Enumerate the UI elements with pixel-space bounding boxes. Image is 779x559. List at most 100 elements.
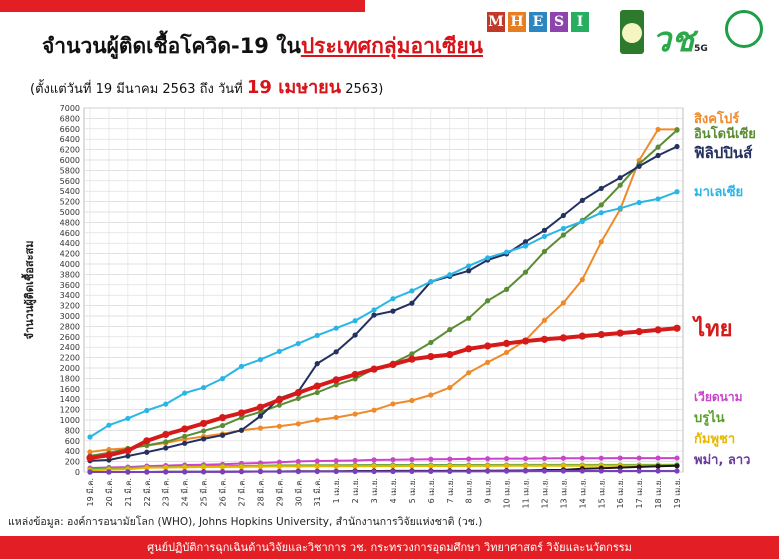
data-point	[314, 361, 320, 367]
data-point	[598, 455, 604, 461]
data-point	[521, 337, 530, 345]
data-point	[655, 144, 661, 150]
y-tick-label: 2400	[60, 343, 80, 352]
data-point	[201, 469, 207, 475]
data-point	[87, 434, 93, 440]
data-point	[655, 152, 661, 159]
data-point	[371, 457, 377, 463]
y-tick-label: 0	[75, 468, 80, 477]
data-point	[579, 197, 585, 204]
data-point	[655, 455, 661, 461]
vch-5g-logo: วช5G	[652, 20, 708, 60]
data-point	[674, 189, 680, 195]
data-point	[428, 463, 434, 469]
x-tick-label: 30 มี.ค.	[294, 478, 303, 506]
y-tick-label: 3400	[60, 291, 80, 300]
data-point	[87, 469, 93, 475]
data-point	[144, 407, 150, 414]
data-point	[351, 370, 359, 379]
data-point	[560, 468, 566, 474]
data-point	[257, 409, 264, 415]
series-line	[89, 457, 677, 469]
data-point	[257, 425, 264, 431]
data-point	[143, 437, 151, 445]
data-point	[522, 463, 529, 469]
data-point	[182, 469, 188, 475]
data-point	[579, 277, 585, 283]
data-point	[314, 458, 320, 464]
data-point	[485, 456, 491, 462]
y-tick-label: 2800	[60, 322, 80, 331]
x-tick-label: 8 เม.ย.	[465, 478, 474, 503]
data-point	[541, 233, 548, 240]
data-point	[238, 464, 245, 470]
data-point	[598, 468, 604, 474]
x-tick-label: 1 เม.ย.	[332, 478, 341, 503]
data-point	[276, 423, 282, 429]
data-point	[674, 463, 680, 469]
y-tick-label: 3000	[60, 312, 80, 321]
data-point	[636, 163, 642, 169]
data-point	[503, 286, 510, 292]
data-point	[654, 326, 662, 334]
data-point	[408, 355, 416, 363]
data-point	[466, 456, 472, 462]
data-point	[560, 225, 566, 232]
data-point	[466, 468, 472, 474]
data-point	[276, 468, 282, 475]
data-point	[333, 468, 339, 475]
data-point	[579, 468, 585, 474]
x-tick-label: 18 เม.ย.	[654, 478, 663, 509]
data-point	[125, 415, 131, 422]
data-point	[485, 255, 491, 261]
legend-label: กัมพูชา	[694, 432, 735, 447]
data-point	[256, 403, 265, 411]
data-point	[673, 324, 681, 332]
x-tick-label: 3 เม.ย.	[370, 478, 379, 503]
data-point	[466, 315, 472, 321]
data-point	[124, 447, 132, 455]
data-point	[332, 376, 340, 384]
x-tick-label: 26 มี.ค.	[219, 478, 228, 506]
subtitle-date: 19 เมษายน	[246, 77, 342, 98]
x-tick-label: 28 มี.ค.	[256, 478, 265, 506]
data-point	[238, 363, 245, 369]
mhesi-letter: H	[508, 12, 526, 32]
data-point	[636, 199, 642, 206]
series-line	[89, 128, 677, 453]
legend-label: พม่า, ลาว	[694, 453, 750, 468]
legend-label: สิงคโปร์	[694, 110, 739, 127]
data-point	[333, 458, 339, 464]
data-point	[485, 468, 491, 474]
title-main: จำนวนผู้ติดเชื้อโควิด-19 ใน	[42, 34, 301, 58]
data-point	[106, 469, 112, 475]
data-point	[144, 465, 150, 471]
data-point	[390, 468, 396, 475]
y-tick-label: 200	[65, 458, 80, 467]
data-point	[503, 468, 510, 474]
data-point	[466, 370, 472, 376]
y-tick-label: 6200	[60, 146, 80, 155]
mhesi-letter: S	[550, 12, 568, 32]
data-point	[485, 359, 491, 365]
subtitle-suffix: 2563)	[345, 82, 384, 97]
data-point	[428, 456, 434, 462]
x-tick-label: 20 มี.ค.	[105, 478, 114, 506]
data-point	[541, 248, 548, 255]
data-point	[447, 327, 453, 333]
y-tick-label: 1200	[60, 406, 80, 415]
data-point	[182, 390, 188, 396]
data-point	[522, 468, 529, 474]
x-tick-label: 4 เม.ย.	[389, 478, 398, 503]
y-tick-label: 3200	[60, 302, 80, 311]
data-point	[502, 339, 511, 348]
data-point	[484, 342, 492, 350]
data-point	[560, 300, 566, 306]
data-point	[86, 454, 94, 462]
data-point	[313, 382, 321, 390]
data-point	[617, 205, 623, 211]
data-point	[333, 325, 339, 331]
series-line	[89, 190, 678, 438]
series-line	[89, 464, 677, 472]
data-point	[219, 422, 226, 429]
